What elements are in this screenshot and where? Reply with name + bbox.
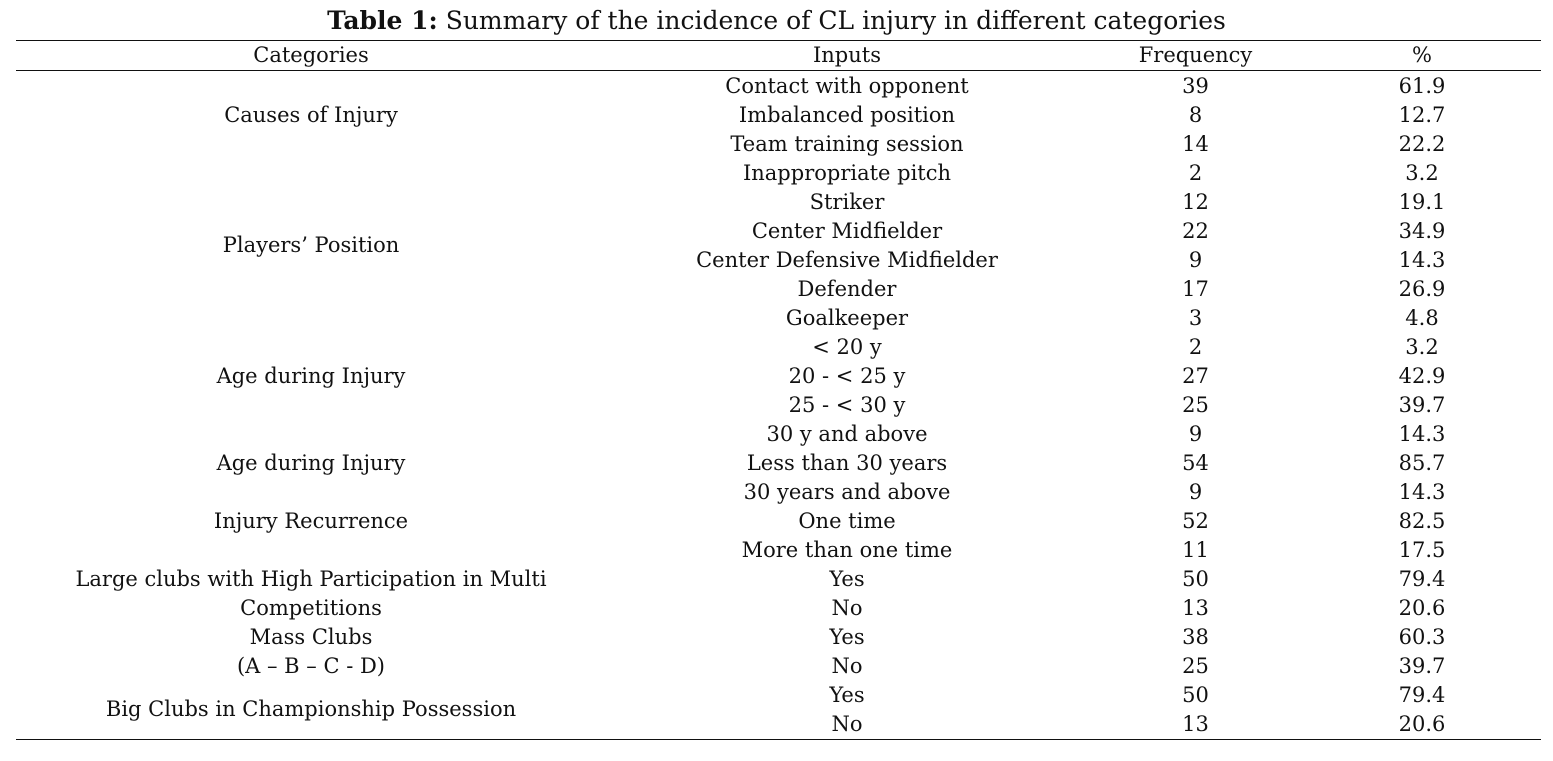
row-frequency: 8 (1188, 103, 1203, 127)
row-frequency: 17 (1182, 277, 1209, 301)
category-mass-clubs: Mass Clubs (249, 625, 373, 649)
row-percent: 42.9 (1398, 364, 1446, 388)
category-causes-of-injury: Causes of Injury (224, 103, 398, 127)
row-input: Center Midfielder (751, 219, 943, 243)
row-percent: 85.7 (1398, 451, 1446, 475)
row-percent: 14.3 (1398, 248, 1446, 272)
row-percent: 14.3 (1398, 480, 1446, 504)
row-percent: 20.6 (1398, 596, 1446, 620)
row-input: Striker (809, 190, 885, 214)
row-frequency: 54 (1182, 451, 1209, 475)
row-input: 25 - < 30 y (788, 393, 906, 417)
row-frequency: 50 (1182, 567, 1209, 591)
header-categories: Categories (253, 43, 369, 67)
category-players-position: Players’ Position (222, 233, 400, 257)
row-frequency: 9 (1188, 480, 1203, 504)
category-large-clubs-line1: Large clubs with High Participation in M… (75, 567, 547, 591)
row-percent: 82.5 (1398, 509, 1446, 533)
category-mass-clubs-groups: (A – B – C - D) (236, 654, 386, 678)
row-input: Team training session (730, 132, 964, 156)
row-percent: 34.9 (1398, 219, 1446, 243)
row-frequency: 2 (1188, 335, 1203, 359)
category-injury-recurrence: Injury Recurrence (213, 509, 409, 533)
table-caption: Table 1: Summary of the incidence of CL … (0, 6, 1553, 35)
row-percent: 60.3 (1398, 625, 1446, 649)
row-input: < 20 y (812, 335, 882, 359)
category-big-clubs: Big Clubs in Championship Possession (105, 697, 517, 721)
row-frequency: 25 (1182, 393, 1209, 417)
row-frequency: 38 (1182, 625, 1209, 649)
row-percent: 3.2 (1405, 161, 1439, 185)
row-input: 30 y and above (766, 422, 928, 446)
row-input: Yes (829, 567, 865, 591)
row-frequency: 13 (1182, 712, 1209, 736)
row-input: No (831, 654, 863, 678)
row-percent: 39.7 (1398, 654, 1446, 678)
row-percent: 14.3 (1398, 422, 1446, 446)
row-frequency: 13 (1182, 596, 1209, 620)
row-percent: 12.7 (1398, 103, 1446, 127)
header-bottom-rule (16, 70, 1541, 71)
row-input: Defender (797, 277, 897, 301)
row-input: 30 years and above (743, 480, 951, 504)
row-input: Contact with opponent (725, 74, 969, 98)
row-percent: 22.2 (1398, 132, 1446, 156)
row-frequency: 9 (1188, 422, 1203, 446)
row-percent: 20.6 (1398, 712, 1446, 736)
row-input: No (831, 596, 863, 620)
row-frequency: 27 (1182, 364, 1209, 388)
row-input: No (831, 712, 863, 736)
header-frequency: Frequency (1138, 43, 1253, 67)
row-frequency: 3 (1188, 306, 1203, 330)
header-percent: % (1412, 43, 1432, 67)
row-input: Yes (829, 683, 865, 707)
row-percent: 17.5 (1398, 538, 1446, 562)
table-bottom-rule (16, 739, 1541, 740)
row-frequency: 11 (1182, 538, 1209, 562)
row-input: More than one time (741, 538, 953, 562)
row-percent: 3.2 (1405, 335, 1439, 359)
row-percent: 19.1 (1398, 190, 1446, 214)
row-percent: 79.4 (1398, 683, 1446, 707)
row-input: Less than 30 years (746, 451, 948, 475)
table-caption-text: Summary of the incidence of CL injury in… (445, 6, 1226, 35)
row-frequency: 22 (1182, 219, 1209, 243)
category-age-during-injury: Age during Injury (216, 364, 406, 388)
row-input: Inappropriate pitch (742, 161, 952, 185)
row-input: 20 - < 25 y (788, 364, 906, 388)
row-frequency: 39 (1182, 74, 1209, 98)
row-frequency: 14 (1182, 132, 1209, 156)
row-input: Goalkeeper (785, 306, 909, 330)
row-percent: 61.9 (1398, 74, 1446, 98)
row-frequency: 12 (1182, 190, 1209, 214)
row-percent: 39.7 (1398, 393, 1446, 417)
table-caption-label: Table 1: (327, 6, 438, 35)
row-frequency: 50 (1182, 683, 1209, 707)
row-input: Imbalanced position (738, 103, 956, 127)
row-percent: 4.8 (1405, 306, 1439, 330)
table-top-rule (16, 40, 1541, 41)
row-input: Yes (829, 625, 865, 649)
header-inputs: Inputs (812, 43, 881, 67)
row-frequency: 9 (1188, 248, 1203, 272)
category-age-during-injury-binary: Age during Injury (216, 451, 406, 475)
row-percent: 26.9 (1398, 277, 1446, 301)
category-large-clubs-line2: Competitions (240, 596, 382, 620)
row-frequency: 2 (1188, 161, 1203, 185)
row-frequency: 52 (1182, 509, 1209, 533)
row-input: Center Defensive Midfielder (696, 248, 998, 272)
row-percent: 79.4 (1398, 567, 1446, 591)
row-input: One time (798, 509, 896, 533)
row-frequency: 25 (1182, 654, 1209, 678)
